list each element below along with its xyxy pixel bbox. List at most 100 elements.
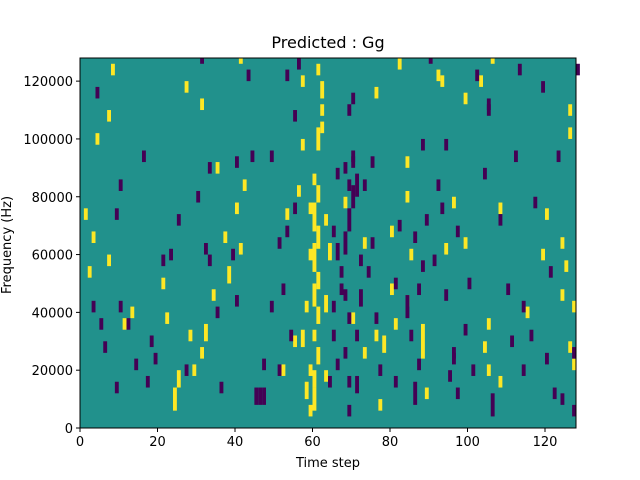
heatmap-cell-low xyxy=(347,375,352,388)
heatmap-cell-low xyxy=(521,300,526,313)
heatmap-cell-low xyxy=(452,352,456,365)
heatmap-cell-high xyxy=(308,248,313,261)
heatmap-cell-high xyxy=(312,243,317,272)
heatmap-cell-low xyxy=(126,318,131,330)
heatmap-cell-high xyxy=(107,110,111,122)
heatmap-cell-high xyxy=(452,196,456,209)
heatmap-cell-low xyxy=(343,231,348,255)
heatmap-cell-low xyxy=(362,179,367,191)
heatmap-cell-low xyxy=(475,69,480,82)
x-tick-label: 20 xyxy=(149,435,166,450)
heatmap-cell-high xyxy=(490,58,495,64)
heatmap-cell-low xyxy=(250,150,255,163)
heatmap-cell-high xyxy=(421,323,425,336)
heatmap-cell-low xyxy=(378,364,383,376)
heatmap-cell-low xyxy=(269,150,274,163)
heatmap-cell-low xyxy=(219,381,224,394)
heatmap-cell-high xyxy=(312,387,317,411)
heatmap-cell-low xyxy=(207,254,212,267)
heatmap-cell-low xyxy=(417,283,421,296)
heatmap-cell-low xyxy=(560,393,565,405)
heatmap-cell-high xyxy=(165,312,170,324)
heatmap-cell-low xyxy=(231,248,235,261)
heatmap-cell-low xyxy=(397,219,402,232)
heatmap-cell-high xyxy=(324,214,328,226)
heatmap-cell-low xyxy=(331,329,336,342)
heatmap-cell-low xyxy=(421,260,425,272)
heatmap-cell-high xyxy=(91,231,96,243)
heatmap-cell-low xyxy=(370,237,375,249)
heatmap-cell-high xyxy=(297,185,301,197)
heatmap-cell-high xyxy=(312,173,317,186)
heatmap-cell-high xyxy=(192,364,197,376)
heatmap-cell-high xyxy=(312,370,317,388)
x-tick-label: 120 xyxy=(533,435,558,450)
heatmap-cell-low xyxy=(351,150,356,163)
x-axis-label: Time step xyxy=(295,456,360,471)
heatmap-cell-low xyxy=(207,162,212,174)
plot-frame xyxy=(79,57,577,429)
heatmap-cell-low xyxy=(490,393,495,417)
heatmap-cell-high xyxy=(176,370,181,388)
heatmap-cell-high xyxy=(405,190,410,203)
heatmap-cell-low xyxy=(343,162,348,174)
heatmap-cell-low xyxy=(413,381,418,405)
heatmap-cell-low xyxy=(440,202,445,215)
heatmap-cell-low xyxy=(118,179,123,191)
y-axis-label: Frequency (Hz) xyxy=(0,196,15,294)
heatmap-cell-low xyxy=(297,58,301,70)
y-axis-ticks: 0 20000 40000 60000 80000 100000 120000 xyxy=(23,75,80,437)
heatmap-cell-high xyxy=(343,196,348,209)
heatmap-cell-high xyxy=(308,404,313,417)
heatmap-cell-low xyxy=(359,289,363,307)
heatmap-cell-low xyxy=(262,387,266,405)
heatmap-cell-low xyxy=(572,404,576,417)
heatmap-cell-high xyxy=(316,127,321,151)
heatmap-cell-low xyxy=(293,110,297,122)
heatmap-cell-high xyxy=(320,81,325,99)
heatmap-cell-low xyxy=(339,283,344,296)
heatmap-cell-low xyxy=(355,375,359,394)
heatmap-cell-low xyxy=(444,289,449,301)
heatmap-cell-low xyxy=(366,266,371,278)
heatmap-cell-high xyxy=(440,75,445,87)
heatmap-cell-low xyxy=(142,150,146,163)
heatmap-cell-low xyxy=(483,167,487,180)
heatmap-cell-low xyxy=(281,283,286,296)
heatmap-cell-low xyxy=(463,323,468,336)
x-axis-ticks: 0 20 40 60 80 100 120 xyxy=(76,428,558,450)
heatmap-cell-high xyxy=(215,162,220,174)
heatmap-cell-low xyxy=(169,248,173,261)
heatmap-cell-low xyxy=(91,300,96,313)
heatmap-cell-high xyxy=(393,318,398,330)
heatmap-cell-low xyxy=(455,225,460,238)
heatmap-cell-high xyxy=(227,266,232,284)
heatmap-cell-high xyxy=(564,260,569,272)
heatmap-cell-high xyxy=(238,58,243,64)
heatmap-cell-low xyxy=(514,150,518,163)
x-tick-label: 0 xyxy=(76,435,84,450)
heatmap-cell-low xyxy=(285,69,290,82)
heatmap-cell-low xyxy=(548,266,553,278)
heatmap-cell-low xyxy=(328,375,332,388)
heatmap-cell-high xyxy=(223,231,228,243)
heatmap-cells xyxy=(83,58,580,417)
heatmap-cell-low xyxy=(204,243,208,255)
heatmap-cell-high xyxy=(436,69,441,82)
heatmap-cell-high xyxy=(545,208,549,220)
heatmap-cell-high xyxy=(200,347,204,359)
heatmap-cell-low xyxy=(374,312,379,324)
heatmap-cell-high xyxy=(463,92,468,105)
heatmap-cell-low xyxy=(246,69,251,82)
heatmap-cell-high xyxy=(324,295,328,313)
heatmap-cell-low xyxy=(351,92,356,105)
heatmap-cell-low xyxy=(467,277,472,290)
heatmap-cell-low xyxy=(254,387,259,405)
heatmap-cell-high xyxy=(300,329,305,348)
heatmap-cell-low xyxy=(347,104,352,116)
heatmap-cell-high xyxy=(235,202,239,215)
heatmap-cell-low xyxy=(262,358,266,371)
heatmap-cell-low xyxy=(347,404,352,417)
heatmap-cell-high xyxy=(238,243,243,255)
y-tick-label: 100000 xyxy=(23,133,73,148)
